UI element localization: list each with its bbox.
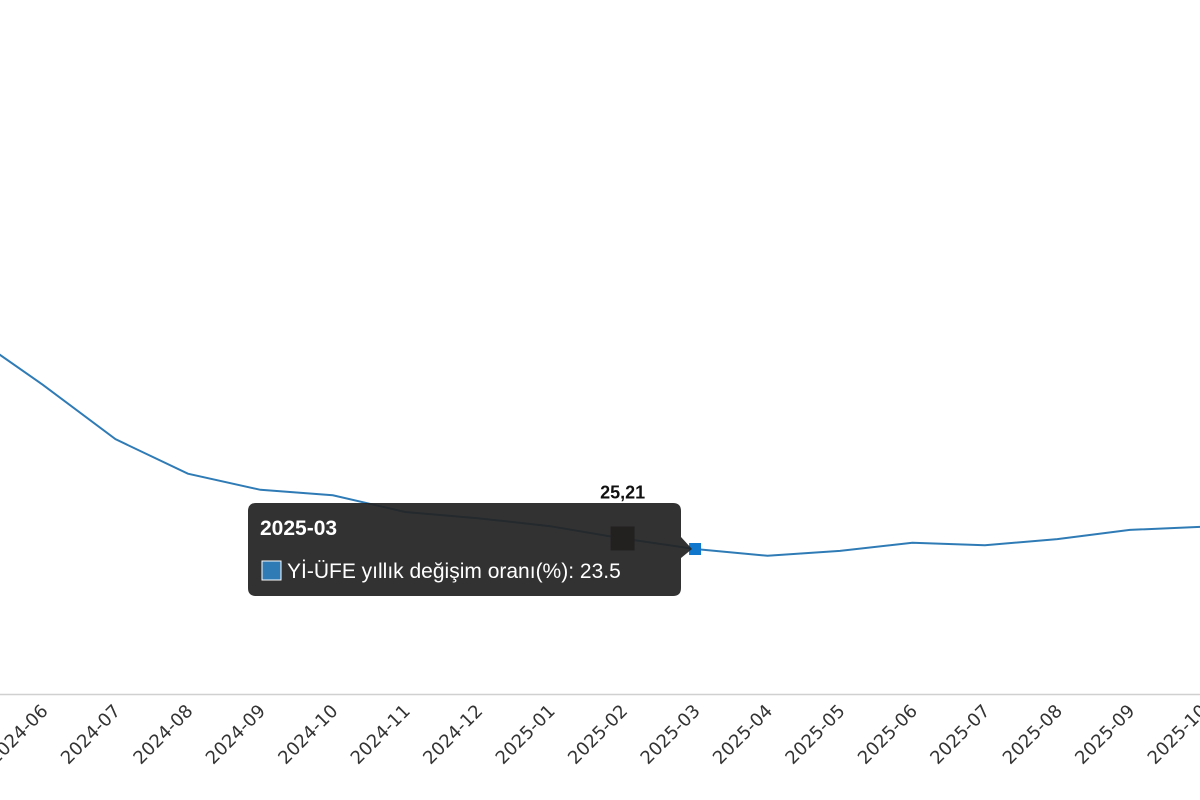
- x-tick-label: 2024-08: [129, 701, 197, 769]
- data-label: 25,21: [600, 482, 645, 502]
- tooltip-box: [248, 503, 692, 596]
- x-tick-label: 2024-07: [57, 701, 125, 769]
- active-point: [689, 543, 702, 556]
- x-tick-label: 2024-11: [347, 701, 415, 769]
- x-tick-label: 2025-08: [999, 701, 1067, 769]
- x-tick-label: 2024-12: [419, 701, 487, 769]
- tooltip-text: Yİ-ÜFE yıllık değişim oranı(%): 23.5: [287, 560, 621, 583]
- x-tick-label: 2025-04: [709, 701, 777, 769]
- x-tick-label: 2025-07: [926, 701, 994, 769]
- x-tick-label: 2025-09: [1071, 701, 1139, 769]
- x-tick-label: 2025-10: [1144, 701, 1200, 769]
- x-tick-label: 2025-02: [564, 701, 632, 769]
- x-tick-label: 2024-09: [202, 701, 270, 769]
- x-tick-label: 2024-10: [274, 701, 342, 769]
- x-tick-label: 2025-03: [637, 701, 705, 769]
- tooltip: 2025-03 Yİ-ÜFE yıllık değişim oranı(%): …: [248, 503, 692, 596]
- x-tick-label: 2025-05: [781, 701, 849, 769]
- tooltip-title: 2025-03: [260, 517, 337, 540]
- tooltip-swatch: [261, 560, 282, 581]
- x-tick-label: 2025-06: [854, 701, 922, 769]
- x-tick-label: 2024-06: [0, 701, 53, 769]
- x-tick-label: 2025-01: [492, 701, 560, 769]
